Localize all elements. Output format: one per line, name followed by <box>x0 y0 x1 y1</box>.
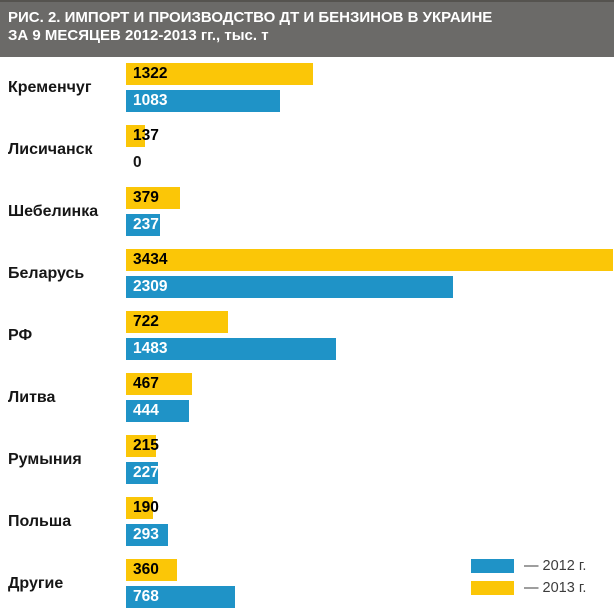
chart-row-shebelinka: Шебелинка 379 237 <box>0 187 614 236</box>
bar-value-label: 137 <box>133 127 159 144</box>
chart-title-line-1: РИС. 2. ИМПОРТ И ПРОИЗВОДСТВО ДТ И БЕНЗИ… <box>8 9 493 26</box>
bar-pair: 722 1483 <box>126 311 613 360</box>
bar-value-label: 2309 <box>133 278 168 295</box>
legend-swatch-2012 <box>471 559 514 573</box>
bar-2012: 444 <box>126 400 189 422</box>
legend-item-2013: — 2013 г. <box>471 580 587 596</box>
bar-2012: 1083 <box>126 90 280 112</box>
bar-value-label: 0 <box>133 154 142 171</box>
bar-2013: 360 <box>126 559 178 581</box>
bar-2012: 293 <box>126 524 168 546</box>
bar-value-label: 215 <box>133 437 159 454</box>
legend-swatch-2013 <box>471 581 514 595</box>
bar-2013: 379 <box>126 187 180 209</box>
chart-row-drugie: Другие 360 768 <box>0 559 614 608</box>
bar-2013: 3434 <box>126 249 613 271</box>
bar-value-label: 444 <box>133 402 159 419</box>
chart-row-rf: РФ 722 1483 <box>0 311 614 360</box>
bar-2012: 237 <box>126 214 160 236</box>
category-label: Беларусь <box>8 264 85 282</box>
bar-pair: 190 293 <box>126 497 613 546</box>
bar-pair: 215 227 <box>126 435 613 484</box>
bar-2013: 215 <box>126 435 159 457</box>
bar-2012: 2309 <box>126 276 454 298</box>
bar-value-label: 360 <box>133 561 159 578</box>
bar-value-label: 237 <box>133 216 159 233</box>
bar-value-label: 1083 <box>133 92 168 109</box>
bar-value-label: 722 <box>133 313 159 330</box>
legend-label-2012: — 2012 г. <box>524 558 587 574</box>
bar-value-label: 467 <box>133 375 159 392</box>
bar-pair: 3434 2309 <box>126 249 613 298</box>
bar-value-label: 293 <box>133 526 159 543</box>
bar-2012: 227 <box>126 462 159 484</box>
chart-row-belarus: Беларусь 3434 2309 <box>0 249 614 298</box>
bar-pair: 379 237 <box>126 187 613 236</box>
bar-value-label: 190 <box>133 499 159 516</box>
bar-value-label: 1322 <box>133 65 168 82</box>
bar-pair: 360 768 <box>126 559 613 608</box>
bar-2012: 1483 <box>126 338 337 360</box>
category-label: Литва <box>8 388 56 406</box>
category-label: Шебелинка <box>8 202 99 220</box>
chart-row-kremenchug: Кременчуг 1322 1083 <box>0 63 614 112</box>
category-label: Другие <box>8 574 64 592</box>
category-label: Лисичанск <box>8 140 93 158</box>
bar-value-label: 768 <box>133 588 159 605</box>
category-label: Кременчуг <box>8 78 92 96</box>
category-label: Румыния <box>8 450 82 468</box>
bar-2013: 722 <box>126 311 229 333</box>
bar-value-label: 1483 <box>133 340 168 357</box>
bar-pair: 137 0 <box>126 125 613 174</box>
category-label: РФ <box>8 326 33 344</box>
chart-row-litva: Литва 467 444 <box>0 373 614 422</box>
bar-pair: 1322 1083 <box>126 63 613 112</box>
bar-2013: 467 <box>126 373 193 395</box>
chart-row-polsha: Польша 190 293 <box>0 497 614 546</box>
chart-title-line-2: ЗА 9 МЕСЯЦЕВ 2012-2013 гг., тыс. т <box>8 27 269 44</box>
bar-2012: 768 <box>126 586 235 608</box>
bar-pair: 467 444 <box>126 373 613 422</box>
category-label: Польша <box>8 512 72 530</box>
legend: — 2012 г. — 2013 г. <box>471 558 587 603</box>
chart-title: РИС. 2. ИМПОРТ И ПРОИЗВОДСТВО ДТ И БЕНЗИ… <box>0 0 614 57</box>
bar-2013: 190 <box>126 497 159 519</box>
chart-row-rumyniya: Румыния 215 227 <box>0 435 614 484</box>
bar-2013: 1322 <box>126 63 314 85</box>
legend-item-2012: — 2012 г. <box>471 558 587 574</box>
bar-value-label: 3434 <box>133 251 168 268</box>
bar-value-label: 227 <box>133 464 159 481</box>
bar-2013: 137 <box>126 125 159 147</box>
bar-value-label: 379 <box>133 189 159 206</box>
legend-label-2013: — 2013 г. <box>524 580 587 596</box>
chart-plot-area: Кременчуг 1322 1083 Лисичанск 137 0 Шебе… <box>0 57 614 608</box>
chart-row-lisichansk: Лисичанск 137 0 <box>0 125 614 174</box>
